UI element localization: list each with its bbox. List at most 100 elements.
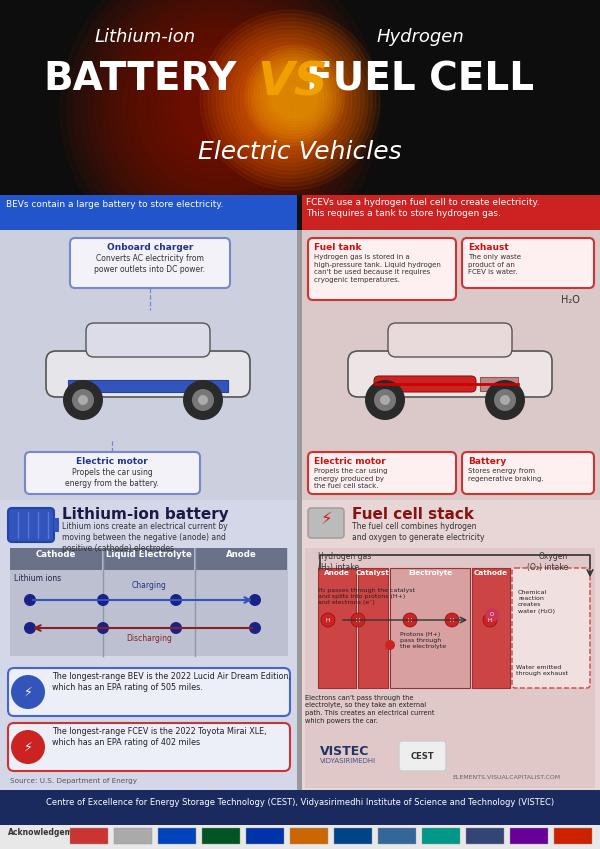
Text: Lithium ions create an electrical current by
moving between the negative (anode): Lithium ions create an electrical curren… — [62, 522, 227, 554]
FancyBboxPatch shape — [8, 508, 54, 542]
Circle shape — [151, 41, 289, 179]
Circle shape — [216, 26, 364, 174]
Text: FUEL CELL: FUEL CELL — [306, 60, 534, 98]
Circle shape — [192, 389, 214, 411]
Circle shape — [445, 613, 459, 627]
Text: Protons (H+)
pass through
the electrolyte: Protons (H+) pass through the electrolyt… — [400, 632, 446, 649]
FancyBboxPatch shape — [462, 238, 594, 288]
FancyBboxPatch shape — [68, 380, 228, 392]
Circle shape — [116, 6, 324, 214]
Circle shape — [251, 51, 339, 139]
FancyBboxPatch shape — [246, 828, 284, 844]
Circle shape — [263, 63, 327, 127]
Text: Propels the car using
energy from the battery.: Propels the car using energy from the ba… — [65, 468, 159, 488]
Text: ⚡: ⚡ — [320, 510, 332, 528]
Circle shape — [483, 613, 497, 627]
Circle shape — [403, 613, 417, 627]
Text: H: H — [408, 617, 412, 622]
Circle shape — [500, 395, 510, 405]
Circle shape — [144, 34, 296, 186]
FancyBboxPatch shape — [86, 323, 210, 357]
Text: Source: U.S. Department of Energy: Source: U.S. Department of Energy — [10, 778, 137, 784]
Circle shape — [249, 622, 261, 634]
Text: Discharging: Discharging — [126, 634, 172, 643]
Circle shape — [170, 594, 182, 606]
FancyBboxPatch shape — [158, 828, 196, 844]
Circle shape — [72, 389, 94, 411]
Circle shape — [67, 0, 373, 263]
FancyBboxPatch shape — [358, 568, 388, 688]
Text: Electrons can't pass through the
electrolyte, so they take an external
path. Thi: Electrons can't pass through the electro… — [305, 695, 434, 723]
Circle shape — [123, 13, 317, 207]
Text: CEST: CEST — [410, 752, 434, 761]
Text: The only waste
product of an
FCEV is water.: The only waste product of an FCEV is wat… — [468, 254, 521, 275]
Text: Hydrogen gas is stored in a
high-pressure tank. Liquid hydrogen
can't be used be: Hydrogen gas is stored in a high-pressur… — [314, 254, 441, 283]
Circle shape — [179, 69, 261, 151]
FancyBboxPatch shape — [374, 376, 476, 392]
Circle shape — [74, 0, 366, 256]
Circle shape — [244, 54, 336, 146]
Text: Fuel cell stack: Fuel cell stack — [352, 507, 474, 522]
Text: Electrolyte: Electrolyte — [408, 570, 452, 576]
FancyBboxPatch shape — [196, 548, 287, 570]
Circle shape — [494, 389, 516, 411]
Text: ELEMENTS.VISUALCAPITALIST.COM: ELEMENTS.VISUALCAPITALIST.COM — [452, 775, 560, 780]
Circle shape — [232, 42, 348, 158]
Circle shape — [269, 69, 321, 121]
Text: Stores energy from
regenerative braking.: Stores energy from regenerative braking. — [468, 468, 544, 481]
Text: Liquid Electrolyte: Liquid Electrolyte — [106, 550, 191, 559]
FancyBboxPatch shape — [334, 828, 372, 844]
Circle shape — [170, 622, 182, 634]
Circle shape — [257, 57, 333, 133]
Circle shape — [97, 594, 109, 606]
Text: Anode: Anode — [226, 550, 257, 559]
FancyBboxPatch shape — [302, 500, 600, 790]
Text: ⚡: ⚡ — [23, 740, 32, 754]
Circle shape — [78, 395, 88, 405]
Circle shape — [11, 675, 45, 709]
Circle shape — [266, 66, 324, 124]
FancyBboxPatch shape — [308, 508, 344, 538]
Text: Exhaust: Exhaust — [468, 243, 509, 252]
Text: H₂O: H₂O — [561, 295, 580, 305]
Circle shape — [240, 50, 340, 150]
Text: Fuel tank: Fuel tank — [314, 243, 361, 252]
Text: H: H — [488, 617, 492, 622]
Circle shape — [260, 60, 330, 130]
Circle shape — [351, 613, 365, 627]
Circle shape — [249, 594, 261, 606]
Text: BATTERY: BATTERY — [43, 60, 236, 98]
Circle shape — [248, 48, 342, 142]
Text: Catalyst: Catalyst — [356, 570, 390, 576]
FancyBboxPatch shape — [8, 723, 290, 771]
Text: H: H — [450, 617, 454, 622]
FancyBboxPatch shape — [480, 377, 518, 391]
Text: BEVs contain a large battery to store electricity.: BEVs contain a large battery to store el… — [6, 200, 223, 209]
Circle shape — [485, 608, 499, 622]
Text: Hydrogen: Hydrogen — [376, 28, 464, 46]
FancyBboxPatch shape — [466, 828, 504, 844]
Circle shape — [254, 54, 336, 136]
FancyBboxPatch shape — [308, 452, 456, 494]
Circle shape — [60, 0, 380, 270]
Text: Propels the car using
energy produced by
the fuel cell stack.: Propels the car using energy produced by… — [314, 468, 388, 489]
Text: Lithium ions: Lithium ions — [14, 574, 61, 583]
Text: Onboard charger: Onboard charger — [107, 243, 193, 252]
FancyBboxPatch shape — [297, 195, 302, 230]
FancyBboxPatch shape — [70, 828, 108, 844]
Circle shape — [245, 45, 345, 145]
Circle shape — [165, 55, 275, 165]
Text: O: O — [490, 612, 494, 617]
Circle shape — [183, 380, 223, 420]
Circle shape — [24, 594, 36, 606]
Text: VIDYASIRIMEDHI: VIDYASIRIMEDHI — [320, 758, 376, 764]
Circle shape — [172, 62, 268, 158]
Text: The longest-range BEV is the 2022 Lucid Air Dream Edition,
which has an EPA rati: The longest-range BEV is the 2022 Lucid … — [52, 672, 291, 692]
FancyBboxPatch shape — [290, 828, 328, 844]
Circle shape — [95, 0, 345, 235]
Circle shape — [88, 0, 352, 242]
FancyBboxPatch shape — [0, 825, 600, 849]
Circle shape — [204, 14, 376, 186]
Text: Water emitted
through exhaust: Water emitted through exhaust — [516, 665, 568, 676]
Circle shape — [236, 46, 344, 154]
